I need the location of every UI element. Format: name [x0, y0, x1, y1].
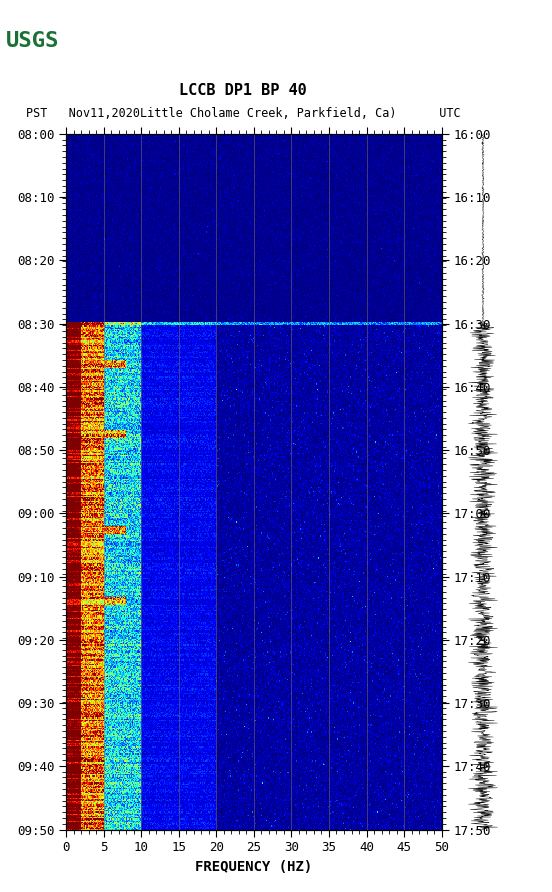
Text: LCCB DP1 BP 40: LCCB DP1 BP 40 — [179, 83, 307, 98]
Text: PST   Nov11,2020Little Cholame Creek, Parkfield, Ca)      UTC: PST Nov11,2020Little Cholame Creek, Park… — [25, 107, 460, 120]
X-axis label: FREQUENCY (HZ): FREQUENCY (HZ) — [195, 860, 312, 874]
Text: USGS: USGS — [6, 31, 59, 51]
